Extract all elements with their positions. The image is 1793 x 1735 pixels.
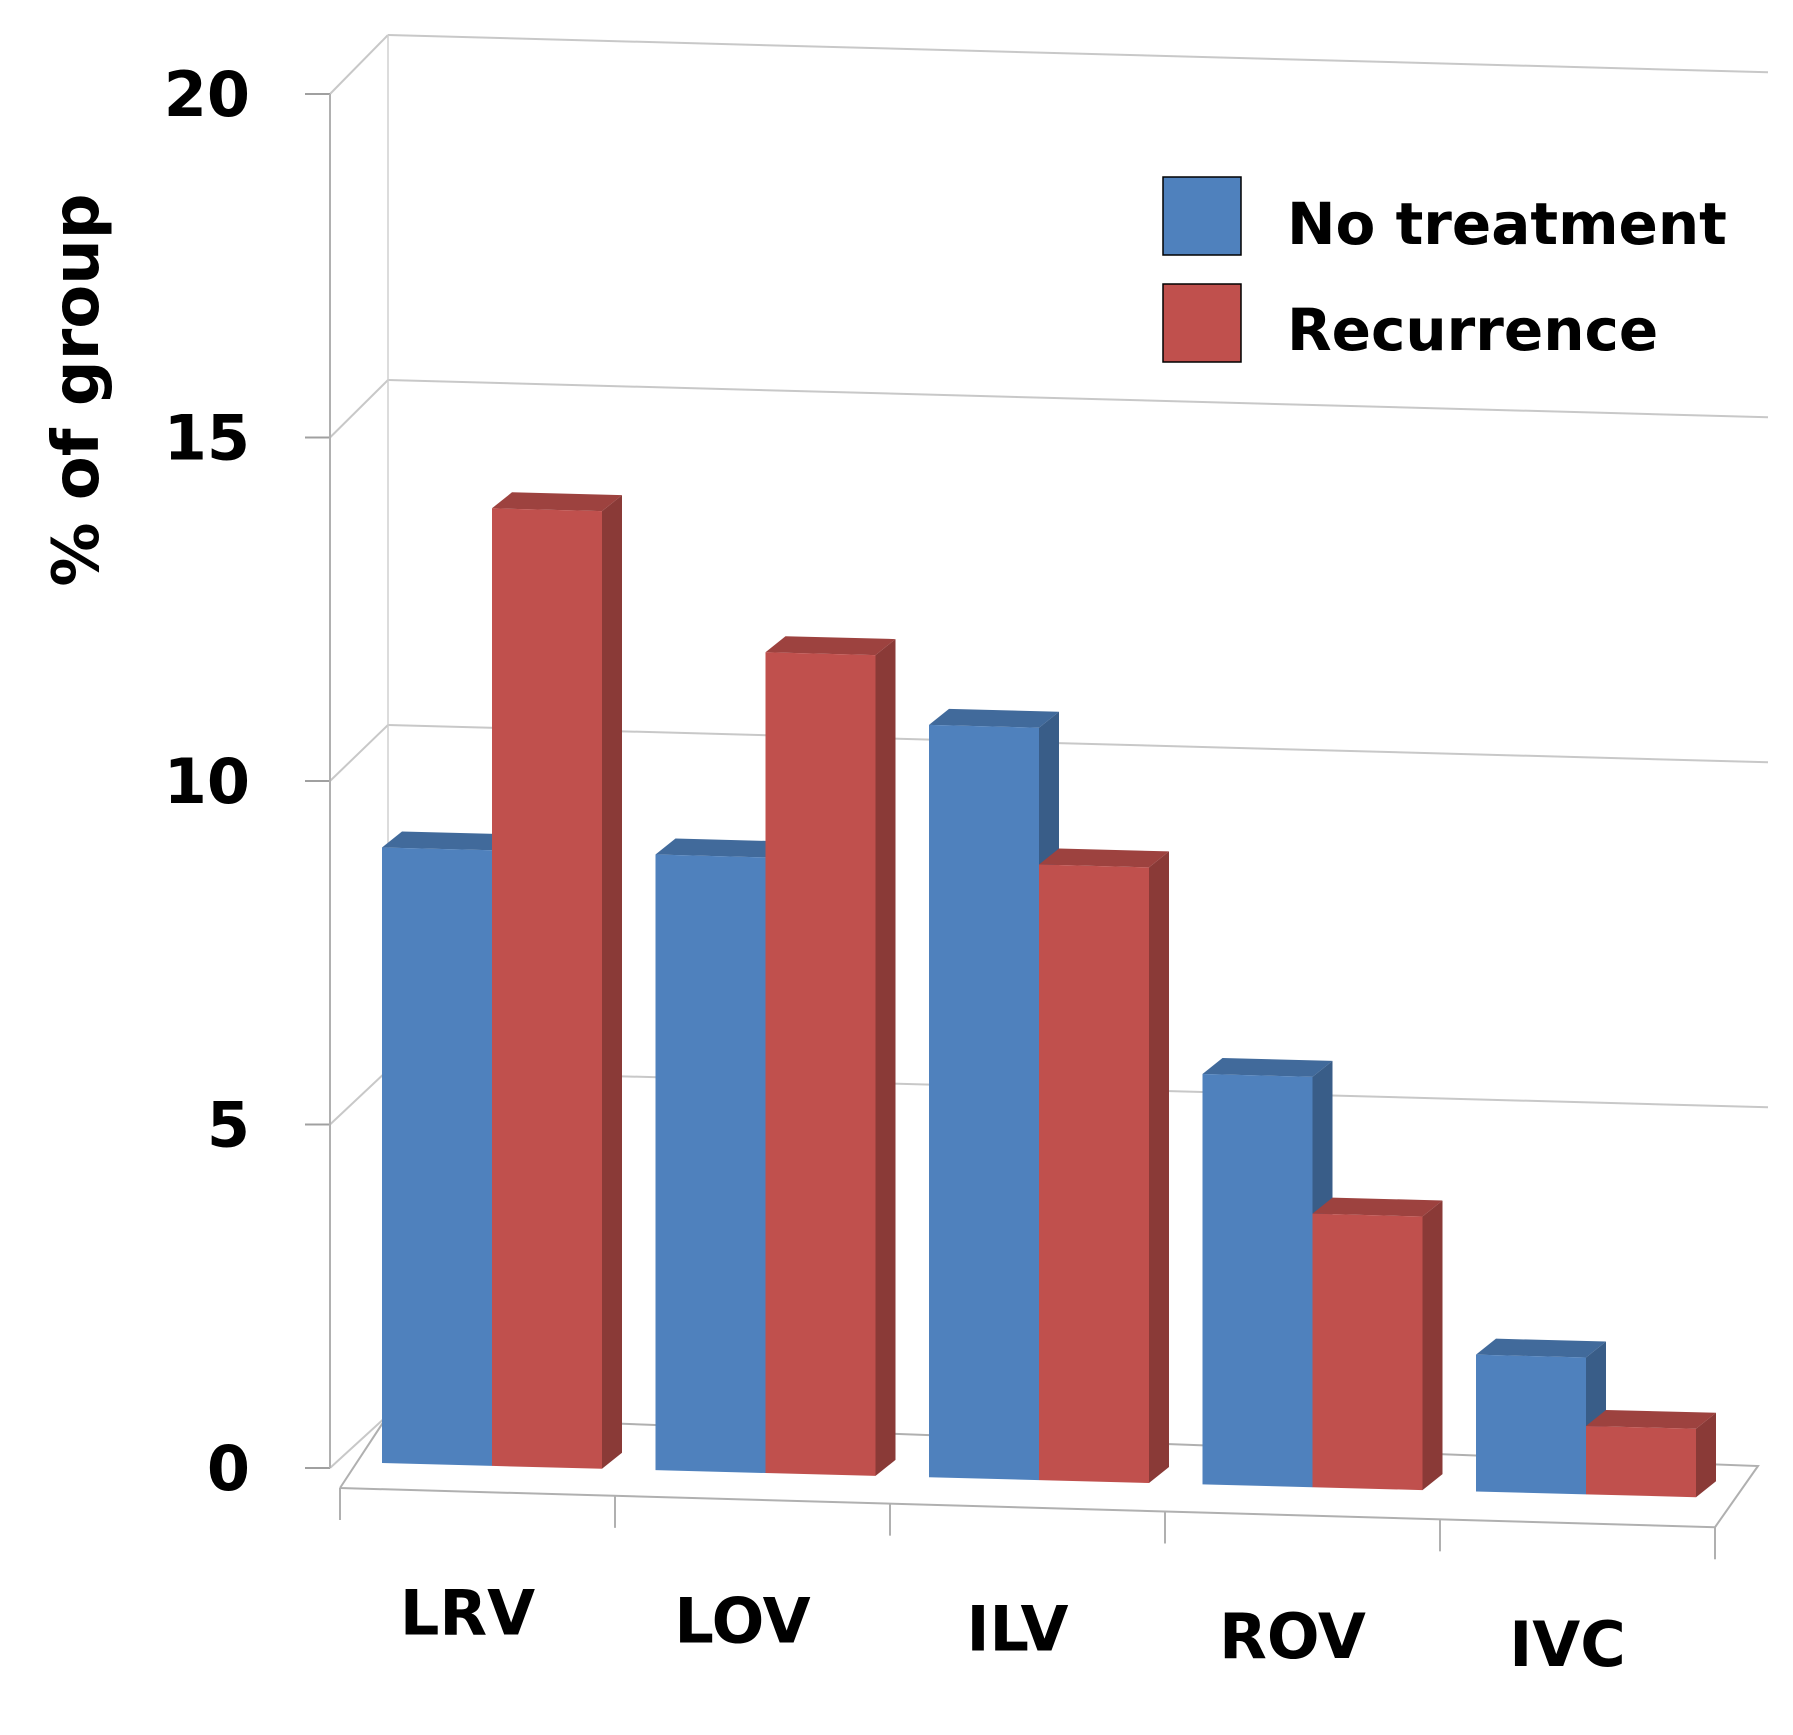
bar-front: [382, 847, 492, 1466]
bar-front: [929, 724, 1039, 1481]
bar-top: [765, 636, 896, 656]
gridline-side: [329, 1414, 389, 1469]
gridline-side: [329, 1069, 389, 1126]
bar-front: [1039, 864, 1149, 1483]
bar-top: [1039, 848, 1169, 868]
bar-top: [655, 838, 786, 858]
bar-top: [1202, 1057, 1333, 1077]
bar-recurrence-rov: [1312, 1197, 1443, 1491]
gridline: [387, 379, 1769, 419]
bar-front: [1476, 1354, 1586, 1495]
axes: [305, 35, 1760, 1560]
bar-front: [655, 854, 766, 1474]
x-tick-label: IVC: [1509, 1608, 1626, 1681]
bar-top: [1312, 1197, 1443, 1217]
bar-side: [875, 639, 896, 1476]
x-tick-labels: LRV LOV ILV ROV IVC: [400, 1577, 1626, 1681]
bar-front: [492, 508, 602, 1469]
y-tick-label: 20: [164, 58, 250, 131]
legend: No treatment Recurrence: [1162, 176, 1727, 364]
gridline: [387, 34, 1769, 74]
gridline-side: [329, 34, 389, 95]
bar-front: [1586, 1425, 1696, 1498]
legend-label-recurrence: Recurrence: [1287, 296, 1658, 364]
gridline-side: [329, 724, 389, 782]
bar-top: [929, 708, 1059, 728]
bar-recurrence-lov: [765, 636, 896, 1476]
bars: [382, 492, 1716, 1498]
bar-front: [1202, 1073, 1313, 1488]
y-tick-labels: 0 5 10 15 20: [164, 58, 250, 1505]
bar-side: [1149, 851, 1169, 1483]
bar-recurrence-ivc: [1586, 1409, 1716, 1498]
bar-side: [602, 495, 622, 1469]
x-tick-label: ROV: [1219, 1600, 1366, 1673]
bar-top: [492, 492, 622, 512]
bar-recurrence-lrv: [492, 492, 622, 1469]
bar-top: [382, 831, 512, 851]
legend-label-no-treatment: No treatment: [1287, 190, 1727, 258]
bar-top: [1586, 1409, 1716, 1429]
legend-swatch-no-treatment: [1162, 176, 1242, 256]
x-tick-label: LOV: [674, 1584, 810, 1657]
floor: [339, 1413, 1760, 1529]
y-tick-label: 10: [164, 745, 250, 818]
bar-top: [1476, 1338, 1606, 1358]
y-tick-label: 15: [164, 402, 250, 475]
bar-recurrence-ilv: [1039, 848, 1169, 1483]
y-tick-label: 5: [207, 1089, 250, 1162]
bar-side: [1422, 1200, 1443, 1491]
y-axis-title: % of group: [40, 193, 114, 586]
y-tick-label: 0: [207, 1432, 250, 1505]
gridline-side: [329, 379, 389, 439]
bar-side: [1696, 1412, 1716, 1498]
bar-front: [765, 652, 876, 1476]
x-tick-label: LRV: [400, 1577, 535, 1650]
legend-swatch-recurrence: [1162, 283, 1242, 363]
x-tick-label: ILV: [966, 1592, 1068, 1665]
bar-front: [1312, 1213, 1423, 1491]
